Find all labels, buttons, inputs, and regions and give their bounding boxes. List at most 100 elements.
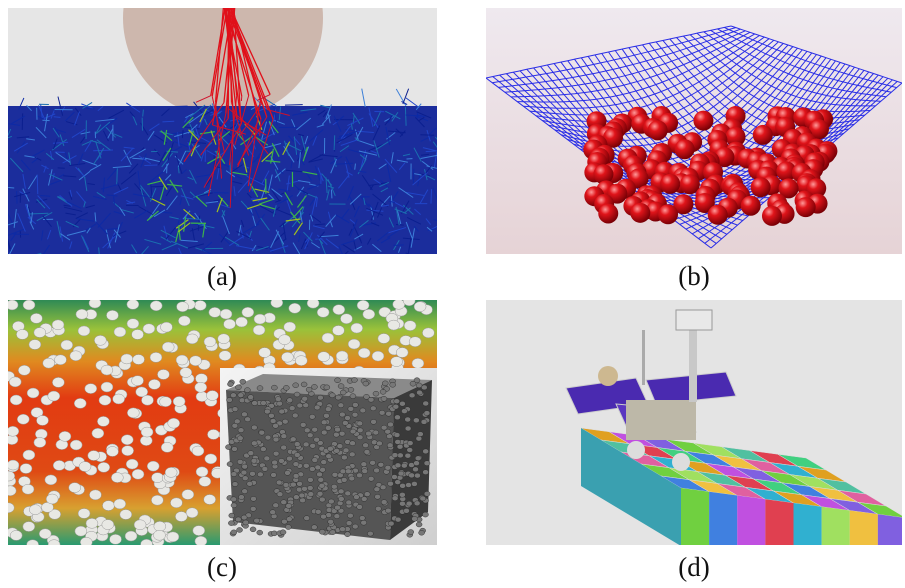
grain	[333, 305, 345, 315]
grain	[20, 464, 32, 474]
grain	[226, 397, 232, 402]
grain	[307, 486, 313, 491]
panel-d-image	[486, 300, 902, 545]
grain	[277, 401, 283, 406]
grain	[414, 461, 420, 466]
grain	[89, 300, 101, 308]
grain	[360, 408, 366, 413]
grain	[153, 530, 165, 540]
grain	[378, 333, 390, 343]
grain	[325, 407, 331, 412]
grain	[405, 453, 411, 458]
grain	[275, 397, 281, 402]
soil-front	[709, 492, 737, 545]
grain	[270, 510, 276, 515]
grain	[283, 482, 289, 487]
grain	[396, 348, 408, 358]
grain	[412, 516, 418, 521]
grain	[345, 532, 351, 537]
grain	[141, 427, 153, 437]
grain	[387, 422, 393, 427]
grain	[424, 491, 430, 496]
grain	[23, 450, 35, 460]
grain	[270, 418, 276, 423]
grain	[281, 445, 287, 450]
grain	[293, 462, 299, 467]
grain	[244, 388, 250, 393]
grain	[101, 382, 113, 392]
grain	[97, 416, 109, 426]
grain	[346, 500, 352, 505]
grain	[374, 468, 380, 473]
grain	[148, 379, 160, 389]
ball	[660, 174, 680, 194]
grain	[401, 463, 407, 468]
ball	[648, 120, 668, 140]
grain	[242, 489, 248, 494]
grain	[404, 321, 416, 331]
grain	[301, 382, 307, 387]
grain	[225, 445, 231, 450]
grain	[284, 322, 296, 332]
grain	[196, 392, 208, 402]
grain	[361, 520, 367, 525]
fiber	[54, 117, 61, 118]
grain	[387, 443, 393, 448]
grain	[367, 531, 373, 536]
grain	[205, 454, 217, 464]
grain	[39, 529, 51, 539]
grain	[399, 501, 405, 506]
grain	[237, 527, 243, 532]
grain	[374, 487, 380, 492]
grain	[18, 365, 30, 375]
grain	[424, 461, 430, 466]
grain	[190, 356, 202, 366]
grain	[414, 501, 420, 506]
grain	[394, 399, 400, 404]
grain	[182, 490, 194, 500]
grain	[227, 382, 233, 387]
grain	[289, 303, 301, 313]
grain	[237, 459, 243, 464]
grain	[321, 420, 327, 425]
grain	[276, 480, 282, 485]
grain	[161, 442, 173, 452]
grain	[294, 442, 300, 447]
grain	[59, 431, 71, 441]
grain	[69, 483, 81, 493]
grain	[262, 466, 268, 471]
grain	[422, 328, 434, 338]
grain	[303, 463, 309, 468]
caption: (b)	[634, 261, 754, 292]
grain	[330, 530, 336, 535]
grain	[8, 426, 19, 436]
grain	[259, 430, 265, 435]
fiber	[162, 121, 174, 122]
grain	[54, 355, 66, 365]
grain	[345, 469, 351, 474]
grain	[392, 453, 398, 458]
grain	[293, 473, 299, 478]
grain	[204, 495, 216, 505]
grain	[207, 429, 219, 439]
grain	[204, 337, 216, 347]
grain	[373, 430, 379, 435]
fiber	[117, 168, 118, 184]
grain	[286, 503, 292, 508]
grain	[287, 398, 293, 403]
grain	[193, 526, 205, 536]
grain	[300, 422, 306, 427]
grain	[338, 496, 344, 501]
soil-front	[794, 503, 822, 545]
grain	[317, 307, 329, 317]
grain	[238, 495, 244, 500]
grain	[99, 395, 111, 405]
grain	[409, 473, 415, 478]
grain	[240, 379, 246, 384]
ball	[708, 205, 728, 225]
grain	[312, 458, 318, 463]
grain	[351, 323, 363, 333]
grain	[176, 355, 188, 365]
grain	[311, 525, 317, 530]
grain	[52, 320, 64, 330]
